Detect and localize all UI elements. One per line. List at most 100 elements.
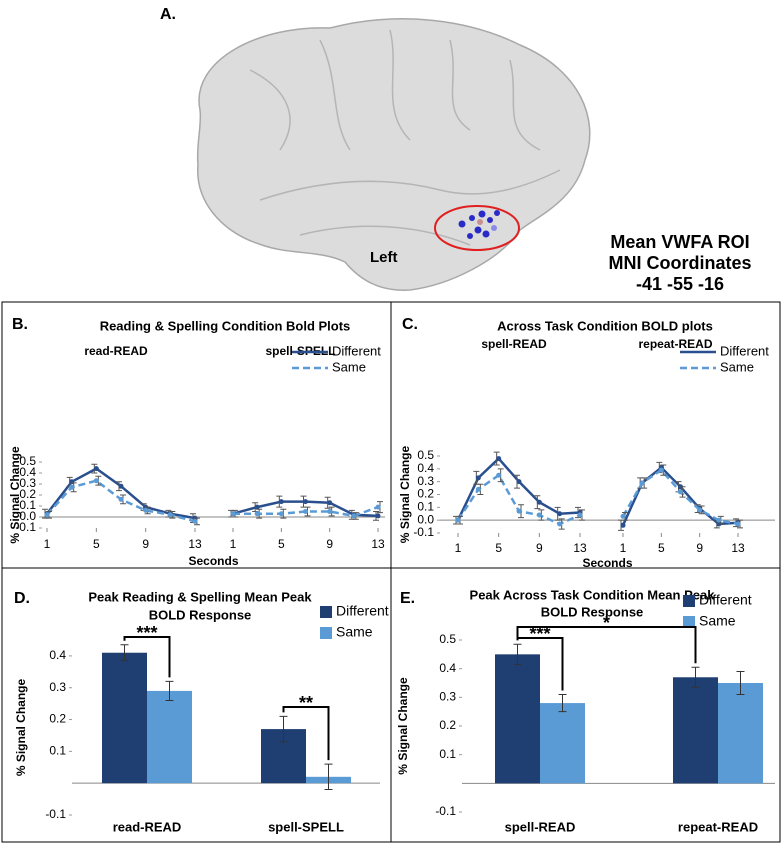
brain: A. Left Mean VWFA ROI MNI Coordinates -4… xyxy=(160,6,752,294)
point xyxy=(255,511,260,516)
panel-label: D. xyxy=(14,590,30,607)
chart-title: Across Task Condition BOLD plots xyxy=(497,318,713,333)
point xyxy=(496,456,501,461)
legend-label: Same xyxy=(332,359,366,374)
bar xyxy=(147,691,192,783)
x-tick-label: 13 xyxy=(371,537,385,551)
x-tick-label: 5 xyxy=(495,541,502,555)
group-label: repeat-READ xyxy=(638,337,712,351)
chart-title: BOLD Response xyxy=(541,604,644,619)
point xyxy=(168,512,173,517)
point xyxy=(537,500,542,505)
point xyxy=(376,505,381,510)
x-axis-label: Seconds xyxy=(188,554,238,568)
x-tick-label: 9 xyxy=(326,537,333,551)
significance-label: *** xyxy=(136,623,157,643)
x-tick-label: 1 xyxy=(230,537,237,551)
point xyxy=(496,473,501,478)
point xyxy=(231,511,236,516)
coordinates-text: Mean VWFA ROI xyxy=(610,232,749,252)
point xyxy=(537,513,542,518)
x-tick-label: 5 xyxy=(93,537,100,551)
legend-label: Same xyxy=(720,359,754,374)
y-tick-label: 0.0 xyxy=(417,512,434,526)
y-tick-label: 0.2 xyxy=(439,718,456,732)
y-tick-label: 0.5 xyxy=(417,448,434,462)
x-tick-label: 1 xyxy=(620,541,627,555)
y-tick-label: -0.1 xyxy=(45,807,66,821)
x-tick-label: repeat-READ xyxy=(678,819,758,834)
bar xyxy=(102,653,147,783)
point xyxy=(517,479,522,484)
y-tick-label: 0.4 xyxy=(439,661,456,675)
y-tick-label: 0.1 xyxy=(439,747,456,761)
panel-label: A. xyxy=(160,6,176,23)
significance-label: * xyxy=(603,613,610,633)
legend-swatch xyxy=(320,627,332,639)
bar xyxy=(540,703,585,783)
point xyxy=(119,484,124,489)
point xyxy=(69,485,74,490)
x-tick-label: spell-READ xyxy=(505,819,576,834)
x-tick-label: 9 xyxy=(142,537,149,551)
y-tick-label: 0.5 xyxy=(439,632,456,646)
point xyxy=(94,466,99,471)
point xyxy=(376,513,381,518)
group-label: spell-READ xyxy=(481,337,547,351)
point xyxy=(659,468,664,473)
point xyxy=(327,509,332,514)
bar xyxy=(495,654,540,783)
y-axis-label: % Signal Change xyxy=(398,446,412,544)
x-tick-label: 5 xyxy=(658,541,665,555)
bar xyxy=(673,677,718,783)
point xyxy=(45,512,50,517)
y-tick-label: 0.4 xyxy=(49,648,66,662)
y-axis-label: % Signal Change xyxy=(14,679,28,777)
x-tick-label: spell-SPELL xyxy=(268,819,344,834)
legend-label: Same xyxy=(699,613,736,629)
point xyxy=(327,500,332,505)
point xyxy=(557,511,562,516)
x-tick-label: 13 xyxy=(573,541,587,555)
region-label: Left xyxy=(370,249,398,266)
y-axis-label: % Signal Change xyxy=(396,677,410,775)
point xyxy=(517,509,522,514)
y-tick-label: -0.1 xyxy=(435,804,456,818)
point xyxy=(678,489,683,494)
y-tick-label: 0.2 xyxy=(49,712,66,726)
y-tick-label: 0.5 xyxy=(19,454,36,468)
legend-swatch xyxy=(320,606,332,618)
x-tick-label: read-READ xyxy=(113,819,182,834)
y-tick-label: 0.3 xyxy=(49,680,66,694)
series-line xyxy=(47,469,195,518)
legend-label: Different xyxy=(336,603,389,619)
coordinates-text: MNI Coordinates xyxy=(608,253,751,273)
legend-label: Different xyxy=(332,343,381,358)
point xyxy=(279,499,284,504)
point xyxy=(476,487,481,492)
legend-label: Different xyxy=(699,592,752,608)
y-tick-label: 0.1 xyxy=(417,500,434,514)
point xyxy=(303,499,308,504)
x-tick-label: 9 xyxy=(696,541,703,555)
panel-frame xyxy=(2,302,391,568)
y-tick-label: -0.1 xyxy=(413,525,434,539)
y-tick-label: 0.4 xyxy=(417,461,434,475)
point xyxy=(578,513,583,518)
point xyxy=(557,522,562,527)
point xyxy=(279,511,284,516)
point xyxy=(94,478,99,483)
panel-label: C. xyxy=(402,316,418,333)
point xyxy=(621,523,626,528)
chart-title: BOLD Response xyxy=(149,607,252,622)
point xyxy=(351,513,356,518)
point xyxy=(193,519,198,524)
point xyxy=(716,518,721,523)
group-label: read-READ xyxy=(84,344,148,358)
x-axis-label: Seconds xyxy=(582,556,632,570)
x-tick-label: 5 xyxy=(278,537,285,551)
panel-label: B. xyxy=(12,316,28,333)
bar xyxy=(718,683,763,783)
point xyxy=(303,509,308,514)
y-tick-label: 0.2 xyxy=(417,487,434,501)
